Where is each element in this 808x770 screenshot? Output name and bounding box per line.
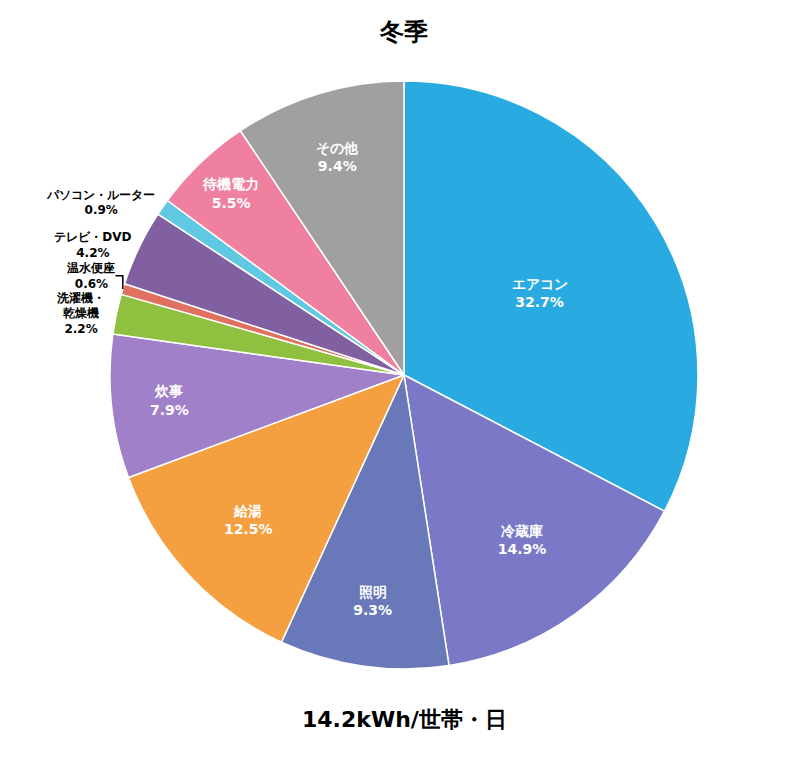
svg-text:照明9.3%: 照明9.3%: [353, 584, 392, 618]
svg-text:冬季: 冬季: [379, 18, 428, 46]
svg-text:パソコン・ルーター0.9%: パソコン・ルーター0.9%: [46, 188, 155, 218]
svg-text:待機電力5.5%: 待機電力5.5%: [202, 176, 259, 210]
svg-text:洗濯機・乾燥機2.2%: 洗濯機・乾燥機2.2%: [56, 291, 105, 336]
svg-text:テレビ・DVD4.2%: テレビ・DVD4.2%: [54, 230, 131, 260]
svg-text:エアコン32.7%: エアコン32.7%: [512, 276, 568, 310]
svg-text:冷蔵庫14.9%: 冷蔵庫14.9%: [498, 523, 547, 557]
svg-text:その他9.4%: その他9.4%: [316, 140, 359, 174]
svg-text:炊事7.9%: 炊事7.9%: [150, 383, 189, 417]
svg-text:給湯12.5%: 給湯12.5%: [224, 503, 273, 537]
svg-text:温水便座0.6%: 温水便座0.6%: [66, 261, 115, 291]
svg-text:14.2kWh/世帯・日: 14.2kWh/世帯・日: [302, 707, 507, 732]
